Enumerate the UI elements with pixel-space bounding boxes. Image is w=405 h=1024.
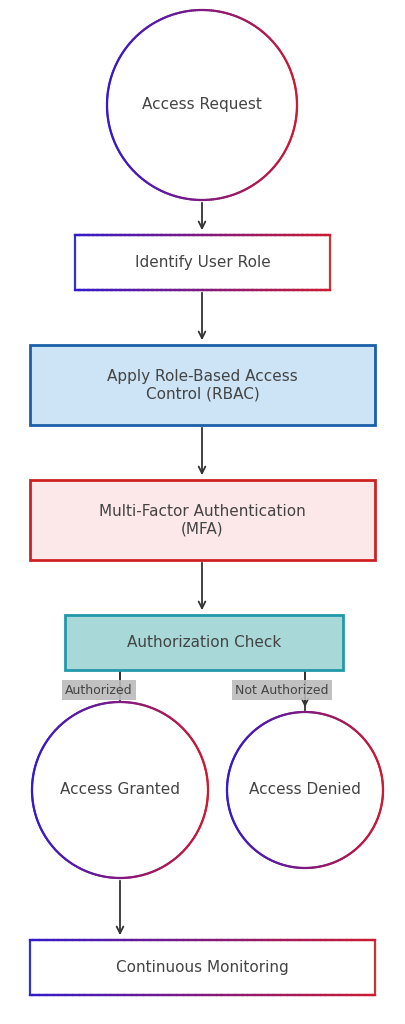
Text: Continuous Monitoring: Continuous Monitoring [116, 961, 289, 975]
Bar [30, 480, 375, 560]
Ellipse shape [32, 702, 208, 878]
Bar [30, 345, 375, 425]
Bar [75, 234, 330, 290]
Text: Apply Role-Based Access
Control (RBAC): Apply Role-Based Access Control (RBAC) [107, 369, 298, 401]
Ellipse shape [107, 10, 297, 200]
Text: Authorization Check: Authorization Check [127, 635, 281, 650]
Text: Authorized: Authorized [65, 683, 132, 696]
Text: Not Authorized: Not Authorized [235, 683, 328, 696]
Ellipse shape [227, 712, 383, 868]
Text: Access Granted: Access Granted [60, 782, 180, 798]
Text: Multi-Factor Authentication
(MFA): Multi-Factor Authentication (MFA) [99, 504, 306, 537]
Bar [65, 615, 343, 670]
Text: Access Denied: Access Denied [249, 782, 361, 798]
Text: Access Request: Access Request [142, 97, 262, 113]
Text: Identify User Role: Identify User Role [134, 255, 271, 270]
Bar [30, 940, 375, 995]
